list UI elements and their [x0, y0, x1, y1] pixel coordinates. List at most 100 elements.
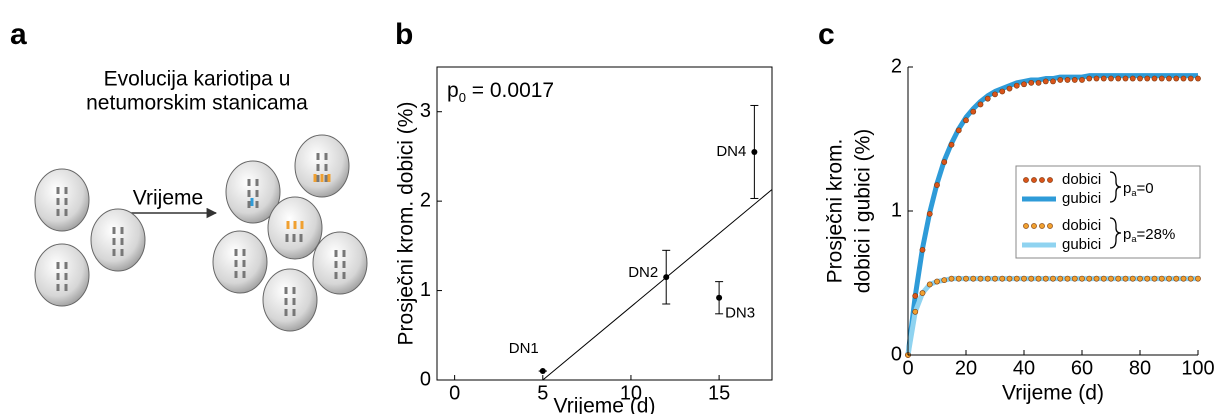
- series-dot: [999, 88, 1006, 95]
- series-dot: [963, 117, 969, 124]
- series-dot: [926, 210, 933, 217]
- legend-swatch: [1023, 223, 1029, 229]
- series-dot: [1166, 275, 1172, 282]
- series-dot: [1187, 75, 1194, 82]
- series-dot: [1180, 275, 1187, 282]
- point: [751, 148, 758, 155]
- series-dot: [1144, 275, 1151, 282]
- series-dot: [1129, 275, 1136, 282]
- point-label: DN2: [628, 264, 658, 281]
- point: [716, 294, 723, 301]
- series-dot: [1173, 275, 1180, 282]
- arrow-label: Vrijeme: [133, 187, 203, 210]
- series-dot: [1180, 75, 1187, 82]
- annotation: p0 = 0.0017: [447, 79, 554, 105]
- series-dot: [1079, 77, 1085, 83]
- series-dot: [984, 275, 991, 282]
- series-dot: [1187, 275, 1194, 282]
- series-dot: [1035, 275, 1042, 282]
- series-dot: [1006, 85, 1013, 92]
- series-dot: [1151, 75, 1158, 82]
- x-axis-label: Vrijeme (d): [1002, 382, 1104, 405]
- y-tick-label: 0: [891, 343, 902, 365]
- series-dot: [970, 108, 977, 115]
- legend-label: dobici: [1062, 171, 1101, 188]
- series-dot: [963, 275, 969, 282]
- y-tick-label: 1: [420, 279, 431, 301]
- point-label: DN4: [716, 143, 746, 160]
- series-dot: [934, 182, 940, 188]
- panel-label: c: [818, 18, 835, 51]
- cell: [212, 230, 268, 294]
- x-axis-label: Vrijeme (d): [554, 395, 656, 414]
- legend-swatch: [1031, 223, 1037, 229]
- cell: [225, 160, 281, 224]
- point: [663, 274, 670, 281]
- series-dot: [1108, 275, 1114, 282]
- legend-swatch: [1031, 177, 1037, 183]
- series-dot: [1093, 275, 1100, 282]
- legend-brace: [1109, 217, 1122, 249]
- series-dot: [1050, 275, 1056, 282]
- y-tick-label: 1: [891, 199, 902, 221]
- symbol: p: [447, 79, 459, 102]
- series-dot: [912, 293, 919, 299]
- series-dot: [1035, 79, 1042, 86]
- series-dot: [1122, 275, 1129, 282]
- y-tick-label: 3: [420, 100, 431, 122]
- cell: [90, 208, 146, 272]
- series-dot: [941, 159, 948, 165]
- series-dot: [1050, 78, 1056, 85]
- x-tick-label: 100: [1181, 357, 1214, 379]
- series-dot: [912, 308, 919, 315]
- series-dot: [1013, 82, 1020, 89]
- axes-box: [436, 66, 773, 381]
- series-dot: [1021, 275, 1027, 282]
- subscript: 0: [459, 90, 466, 105]
- fit-line: [542, 189, 773, 381]
- series-dot: [955, 275, 962, 282]
- series-dot: [1100, 275, 1107, 282]
- series-dot: [1064, 275, 1071, 282]
- series-dot: [1122, 75, 1129, 82]
- series-dot: [970, 275, 977, 282]
- series-dot: [1013, 275, 1020, 282]
- series-dot: [1042, 78, 1049, 85]
- series-dot: [1129, 75, 1136, 82]
- series-dot: [992, 91, 998, 98]
- series-dot: [1166, 75, 1172, 82]
- series-dot: [1064, 77, 1071, 83]
- series-dot: [1006, 275, 1013, 282]
- diagram-title: Evolucija kariotipa u: [104, 68, 291, 91]
- series-dot: [1100, 75, 1107, 82]
- point-label: DN3: [725, 305, 755, 322]
- series-dot: [919, 290, 926, 296]
- series-dot: [1079, 275, 1085, 282]
- legend-swatch: [1039, 223, 1045, 229]
- legend-swatch: [1039, 177, 1045, 183]
- y-axis-label: dobici i gubici (%): [852, 129, 875, 294]
- cell: [262, 268, 318, 332]
- cells: [34, 134, 368, 332]
- series-dot: [1115, 275, 1122, 282]
- x-tick-label: 80: [1129, 357, 1151, 379]
- series-dot: [1158, 275, 1165, 282]
- series-dot: [1144, 75, 1151, 82]
- x-tick-label: 15: [708, 382, 730, 404]
- series-dot: [977, 101, 984, 108]
- cell: [34, 168, 90, 232]
- series-dot: [1108, 75, 1114, 82]
- series-dot: [1057, 77, 1064, 83]
- series-dot: [1137, 75, 1143, 82]
- cell: [312, 231, 368, 295]
- series-dot: [941, 277, 948, 284]
- text: =0: [1137, 180, 1154, 197]
- series-dot: [1086, 275, 1093, 282]
- series-dot: [1021, 81, 1027, 88]
- series-dot: [1137, 275, 1143, 282]
- y-axis-label: Prosječni krom.: [824, 139, 847, 284]
- series-dot: [934, 278, 940, 285]
- subscript: a: [1131, 234, 1137, 244]
- series-dot: [1057, 275, 1064, 282]
